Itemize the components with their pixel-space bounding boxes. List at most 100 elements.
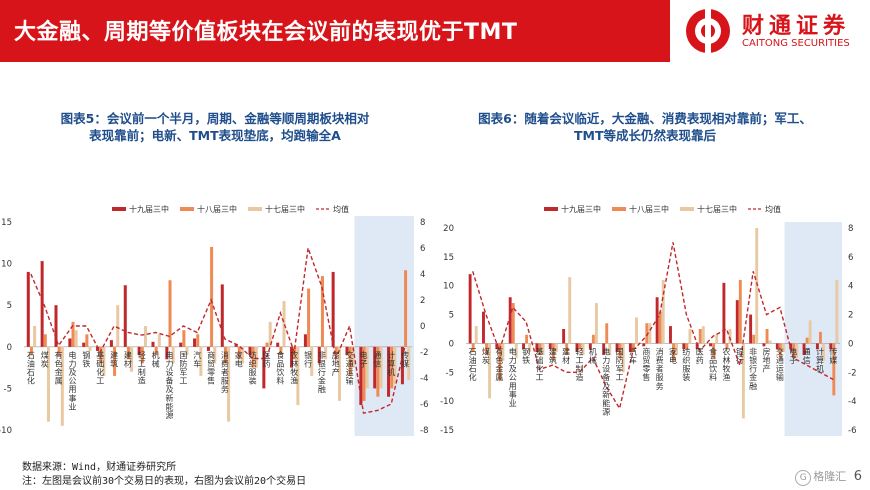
right-bar-1 [802,343,806,355]
left-bar-1 [234,344,238,347]
right-yright-tick: 6 [848,253,853,263]
right-bar-1 [482,311,485,344]
left-bar-1 [68,338,72,347]
right-category-label: 煤炭 [482,346,490,365]
right-bar-3 [781,343,785,353]
left-legend-swatch [112,207,126,211]
right-bar-1 [749,314,753,344]
right-bar-3 [741,343,745,419]
left-category-label: 医药 [263,351,271,369]
left-category-label: 电子 [360,350,368,369]
footnote-note: 注：左图是会议前30个交易日的表现，右图为会议前20个交易日 [22,476,307,487]
right-bar-3 [554,343,558,353]
left-bar-3 [337,346,341,401]
left-legend-label: 十七届三中 [265,204,305,214]
left-bar-3 [213,346,217,364]
left-yright-tick: -6 [420,400,428,410]
left-category-label: 消费者服务 [221,350,229,394]
left-bar-2 [43,334,47,347]
left-bar-3 [74,330,78,347]
right-bar-3 [661,279,665,344]
right-bar-3 [835,279,839,344]
left-bar-2 [320,276,324,347]
left-category-label: 商贸零售 [207,350,215,386]
right-category-label: 电子 [789,346,797,365]
right-bar-2 [698,329,702,344]
left-category-label: 电力设备及新能源 [166,350,174,420]
left-bar-2 [376,346,380,397]
left-category-label: 有色金属 [55,350,63,386]
left-bar-3 [282,301,286,347]
right-yleft-tick: -15 [440,426,454,436]
left-yleft-tick: -10 [0,426,12,436]
right-bar-1 [655,297,659,344]
right-category-label: 通信 [803,346,811,365]
right-bar-1 [829,343,833,350]
right-bar-2 [565,343,569,355]
watermark-logo-icon: G [795,470,812,486]
right-legend-label: 十七届三中 [697,204,737,214]
right-category-label: 基础化工 [535,346,543,382]
left-bar-2 [362,346,366,401]
right-bar-1 [762,343,766,347]
left-bar-1 [123,285,127,347]
left-bar-2 [126,346,130,360]
right-bar-2 [645,323,649,344]
right-bar-1 [522,343,526,350]
left-category-label: 煤炭 [41,350,49,369]
right-bar-3 [541,343,545,355]
right-bar-1 [815,343,819,350]
brand-emblem-icon [686,6,730,56]
right-bar-1 [468,274,472,344]
right-bar-1 [695,343,699,350]
left-bar-3 [310,346,314,376]
right-bar-2 [538,343,542,355]
right-yright-tick: 8 [848,224,853,234]
right-bar-3 [822,343,825,361]
right-bar-2 [578,343,582,350]
right-category-label: 消费者服务 [656,346,664,390]
left-bar-3 [199,346,203,376]
left-category-label: 食品饮料 [276,350,284,386]
left-bar-1 [220,284,224,347]
right-yleft-tick: 5 [449,311,454,321]
right-bar-2 [525,334,529,344]
left-category-label: 石油石化 [27,351,35,386]
left-bar-1 [262,346,266,389]
brand-logo: 财通证券 CAITONG SECURITIES [670,0,870,62]
right-bar-1 [495,343,499,350]
left-category-label: 纺织服装 [249,350,257,386]
right-bar-2 [819,331,822,344]
left-bar-2 [99,346,103,364]
left-bar-2 [404,270,408,347]
right-bar-3 [581,343,585,355]
right-bar-1 [775,343,779,350]
right-bar-1 [669,326,672,344]
right-category-label: 家电 [669,346,677,365]
right-bar-1 [709,343,713,347]
left-bar-1 [290,346,294,368]
left-bar-2 [57,346,61,356]
right-bar-3 [688,329,692,344]
left-category-label: 建筑 [110,350,118,369]
right-bar-3 [715,334,719,344]
left-bar-2 [251,346,255,368]
right-category-label: 交通运输 [776,346,784,382]
left-bar-3 [116,305,120,347]
right-category-label: 非银行金融 [749,346,757,390]
header-bar: 大金融、周期等价值板块在会议前的表现优于TMT 财通证券 CAITONG SEC… [0,0,870,62]
right-category-label: 纺织服装 [682,346,690,382]
right-bar-3 [488,343,492,399]
right-bar-2 [672,343,675,361]
left-bar-2 [196,334,200,347]
left-category-label: 交通运输 [346,350,354,386]
left-bar-1 [179,342,183,347]
left-bar-1 [276,342,280,347]
right-bar-3 [514,343,518,358]
left-bar-1 [54,305,58,347]
right-legend-swatch [612,207,626,211]
left-legend-swatch [248,207,262,211]
left-yright-tick: 8 [420,218,425,228]
